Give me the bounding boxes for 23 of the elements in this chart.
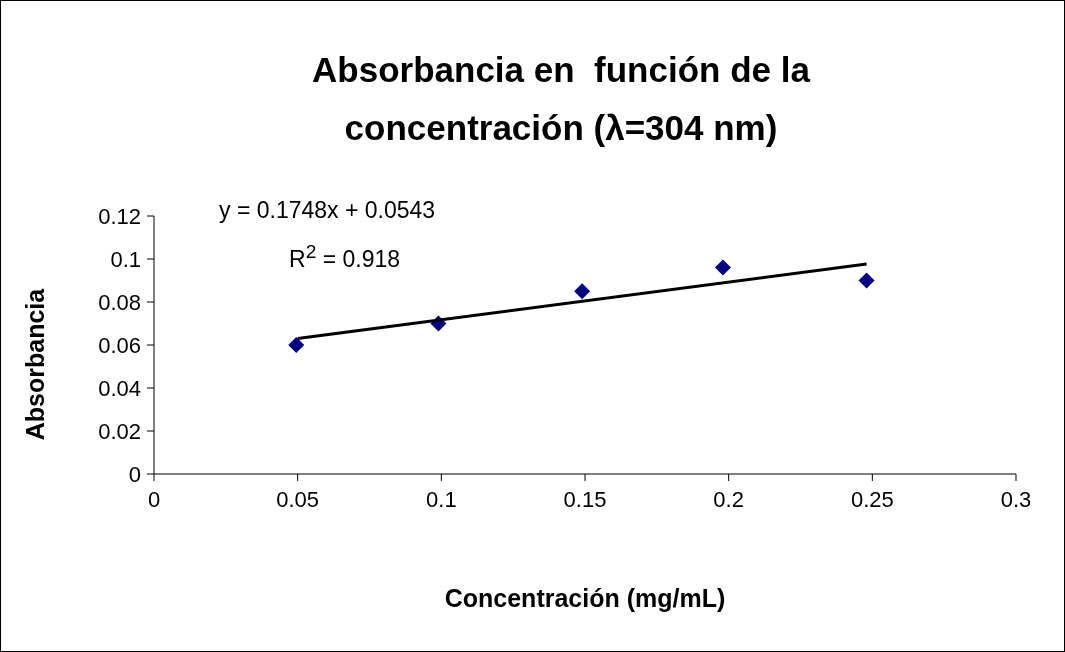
x-tick-label: 0.2 (713, 486, 744, 512)
x-tick-label: 0.3 (1000, 486, 1032, 512)
x-tick-label: 0.25 (850, 486, 894, 512)
x-tick-label: 0 (147, 486, 161, 512)
y-tick-label: 0.1 (110, 246, 141, 272)
y-tick-label: 0.08 (98, 289, 141, 315)
x-tick-label: 0.05 (276, 486, 320, 512)
point (714, 259, 731, 276)
y-tick-label: 0.06 (98, 332, 141, 358)
point (858, 272, 875, 289)
y-tick-label: 0 (128, 461, 141, 487)
y-tick-label: 0.04 (98, 375, 141, 401)
point (574, 283, 591, 300)
x-tick-label: 0.1 (426, 486, 457, 512)
x-tick-label: 0.15 (563, 486, 607, 512)
y-axis-title: Absorbancia (21, 288, 51, 440)
x-axis-title: Concentración (mg/mL) (443, 584, 727, 613)
chart-title: Absorbancia en función de la concentración (λ=304 nm) (311, 49, 812, 149)
y-tick-label: 0.12 (98, 203, 141, 229)
y-tick-label: 0.02 (98, 418, 141, 444)
point (288, 337, 305, 353)
annotation: R$^{2}$ = 0.918 (289, 241, 401, 273)
annotation: y = 0.1748x + 0.0543 (219, 197, 436, 224)
